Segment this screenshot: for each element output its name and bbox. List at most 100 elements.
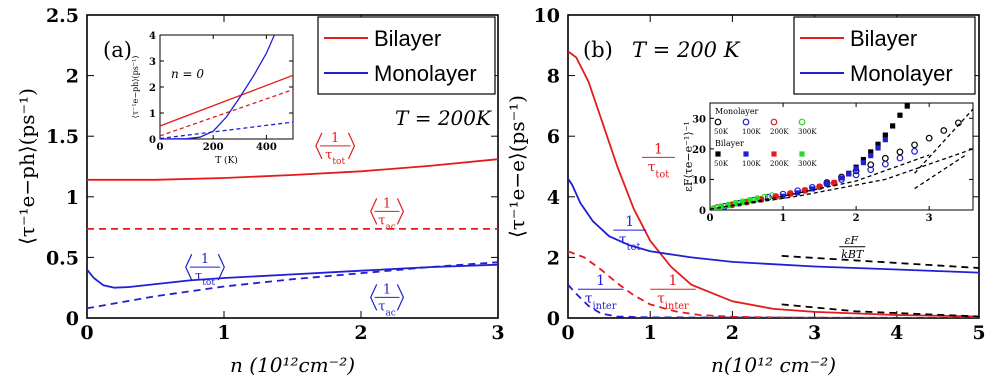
svg-text:kBT: kBT bbox=[841, 248, 865, 261]
panel-a-ytick-label: 0 bbox=[66, 308, 79, 330]
panel-b-xtick-label: 4 bbox=[890, 322, 903, 344]
panel-b-inset-ytick-label: 20 bbox=[692, 145, 706, 156]
panel-b-inset-point bbox=[882, 132, 888, 138]
panel-a-inset-xtick-label: 400 bbox=[256, 142, 277, 153]
panel-b-inset-point bbox=[868, 152, 874, 159]
panel-b-inset-point bbox=[940, 127, 948, 134]
panel-b-inset-legend-label: 200K bbox=[770, 128, 789, 136]
panel-b-inset-point bbox=[867, 161, 875, 169]
svg-text:τtot: τtot bbox=[325, 148, 345, 167]
panel-a-ytick-label: 2 bbox=[66, 66, 79, 88]
panel-b-inset-point bbox=[925, 134, 933, 142]
panel-b-ytick-label: 8 bbox=[547, 66, 560, 88]
panel-a-legend bbox=[317, 16, 496, 95]
svg-text:1: 1 bbox=[201, 252, 209, 267]
panel-a-inset-ytick-label: 0 bbox=[149, 135, 156, 146]
panel-a-inset-series-line-1 bbox=[160, 88, 293, 137]
panel-b-inset-point bbox=[787, 191, 793, 197]
svg-text:τinter: τinter bbox=[657, 291, 689, 312]
svg-text:1: 1 bbox=[331, 131, 339, 146]
panel-b-series-line-2 bbox=[568, 178, 979, 274]
panel-b-inset-legend-marker bbox=[798, 118, 806, 126]
panel-a-curve-label-1: 1 τac bbox=[374, 196, 400, 232]
panel-b-inset-point bbox=[897, 112, 903, 118]
panel-b-ytick-label: 6 bbox=[547, 126, 560, 148]
panel-b-series-line-5 bbox=[781, 303, 979, 318]
panel-a-inset-xtick-label: 0 bbox=[157, 142, 164, 153]
svg-text:τac: τac bbox=[378, 213, 396, 232]
panel-b-inset-point bbox=[725, 202, 731, 209]
panel-b-ytick-label: 10 bbox=[534, 5, 560, 27]
panel-b-xtick-label: 1 bbox=[644, 322, 657, 344]
panel-b-inset-point bbox=[831, 179, 837, 186]
panel-b-inset-legend-label: 100K bbox=[742, 128, 761, 136]
panel-b-inset-point bbox=[732, 201, 739, 207]
panel-b-curve-label-0: 1 τtot bbox=[641, 141, 675, 180]
svg-text:1: 1 bbox=[596, 273, 605, 289]
svg-text:1: 1 bbox=[383, 196, 391, 211]
panel-a-xtick-label: 0 bbox=[80, 322, 93, 344]
svg-text:1: 1 bbox=[383, 282, 391, 297]
panel-a-series-line-3 bbox=[87, 261, 498, 310]
panel-b-inset-point bbox=[802, 187, 808, 194]
panel-b-inset-series-line-11 bbox=[914, 154, 967, 190]
svg-text:τinter: τinter bbox=[585, 291, 617, 312]
panel-b-inset-point bbox=[904, 103, 910, 109]
panel-b-inset-point bbox=[890, 123, 896, 129]
svg-text:τtot: τtot bbox=[619, 232, 641, 253]
panel-b-inset-series-line-9 bbox=[710, 154, 930, 210]
panel-b-inset-point bbox=[853, 166, 859, 172]
panel-a-series-line-2 bbox=[87, 263, 498, 289]
panel-b-xtick-label: 5 bbox=[972, 322, 985, 344]
panel-b-inset-legend-marker bbox=[799, 151, 805, 157]
panel-b-inset-series-line-10 bbox=[914, 108, 973, 174]
svg-text:1: 1 bbox=[654, 141, 663, 157]
panel-b-inset-legend-title: Monolayer bbox=[715, 107, 759, 116]
panel-b-inset-point bbox=[809, 186, 815, 192]
panel-b-inset-xtick-label: 2 bbox=[853, 213, 860, 224]
panel-a-inset-annotation: n = 0 bbox=[171, 67, 204, 81]
svg-text:τac: τac bbox=[378, 299, 396, 318]
panel-a-inset-ytick-label: 2 bbox=[149, 83, 156, 94]
panel-b-inset-point bbox=[875, 145, 881, 151]
panel-b-inset-point bbox=[911, 147, 918, 155]
panel-a-inset-plot-area bbox=[159, 34, 294, 140]
panel-b-series-line-4 bbox=[781, 255, 979, 269]
panel-b-inset-point bbox=[852, 171, 860, 179]
panel-b-series-line-1 bbox=[568, 250, 979, 318]
panel-b-inset-legend-label: 300K bbox=[798, 128, 817, 136]
panel-b-temperature-annotation: T = 200 K bbox=[632, 38, 741, 62]
panel-b-inset-point bbox=[816, 184, 823, 190]
panel-b-inset-legend-label: 50K bbox=[714, 160, 729, 168]
panel-b-inset-point bbox=[868, 149, 874, 155]
panel-b-inset-legend-marker bbox=[771, 151, 777, 157]
panel-b-inset-legend-marker bbox=[715, 151, 721, 157]
svg-text:1: 1 bbox=[625, 214, 634, 230]
panel-b-inset-point bbox=[824, 181, 830, 187]
panel-b-inset-legend-label: 200K bbox=[770, 160, 789, 168]
panel-b-inset-point bbox=[860, 156, 867, 163]
panel-b-curve-label-2: 1 τinter bbox=[577, 273, 624, 312]
panel-b-xtick-label: 3 bbox=[808, 322, 821, 344]
panel-b-xtick-label: 2 bbox=[726, 322, 739, 344]
panel-b-inset-point bbox=[773, 194, 779, 200]
panel-a-xtick-label: 1 bbox=[217, 322, 230, 344]
svg-text:τtot: τtot bbox=[648, 159, 670, 180]
panel-a-temperature-annotation: T = 200K bbox=[395, 106, 492, 130]
panel-b-inset-point bbox=[875, 141, 881, 147]
panel-a-inset-ytick-label: 3 bbox=[149, 57, 156, 68]
panel-a-legend-label: Monolayer bbox=[374, 61, 477, 86]
panel-b-curve-label-3: 1 τinter bbox=[650, 273, 696, 312]
panel-b-inset-xtick-label: 1 bbox=[780, 213, 787, 224]
panel-b-inset-legend-marker bbox=[714, 118, 722, 126]
panel-b-ytick-label: 2 bbox=[547, 247, 560, 269]
panel-b-inset-legend-marker bbox=[742, 118, 750, 126]
panel-a-curve-label-3: 1 τac bbox=[374, 282, 400, 318]
panel-b-inset-point bbox=[740, 199, 746, 205]
panel-b-inset-legend-label: 50K bbox=[714, 128, 729, 136]
panel-a-inset-series-line-2 bbox=[160, 121, 293, 139]
panel-b-inset-point bbox=[896, 154, 904, 162]
panel-a-curve-label-2: 1 τtot bbox=[189, 252, 221, 288]
panel-b-inset-point bbox=[882, 137, 888, 143]
